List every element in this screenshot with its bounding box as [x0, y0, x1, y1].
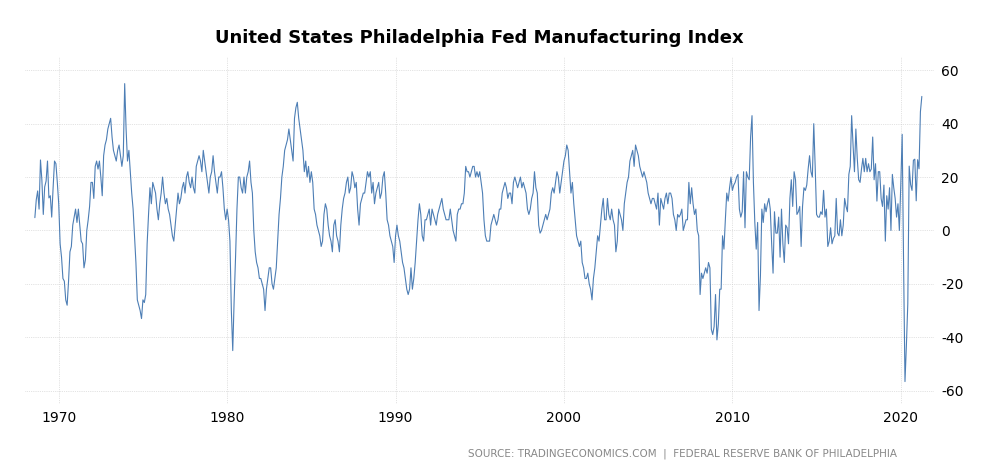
- Text: SOURCE: TRADINGECONOMICS.COM  |  FEDERAL RESERVE BANK OF PHILADELPHIA: SOURCE: TRADINGECONOMICS.COM | FEDERAL R…: [467, 448, 897, 459]
- Title: United States Philadelphia Fed Manufacturing Index: United States Philadelphia Fed Manufactu…: [216, 29, 743, 47]
